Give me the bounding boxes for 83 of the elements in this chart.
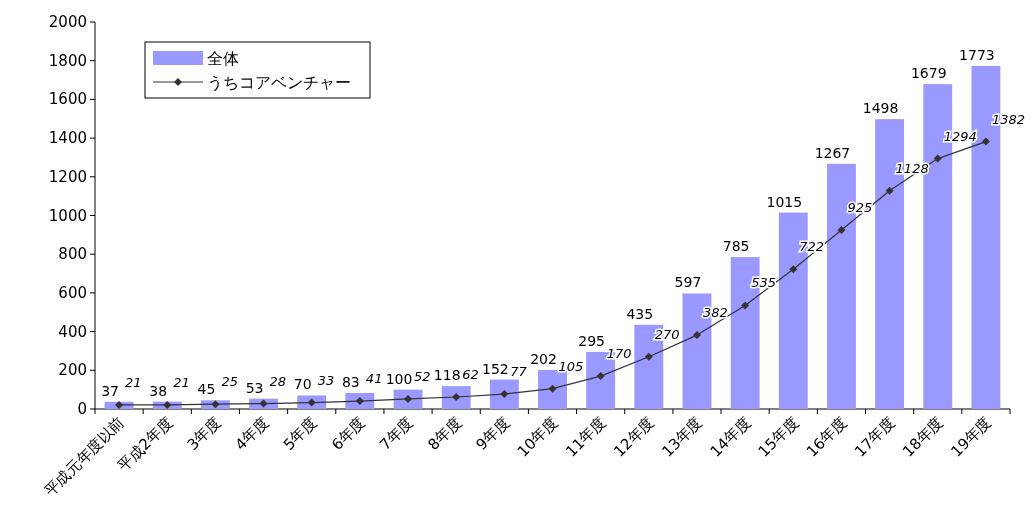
data-label: 25 bbox=[221, 374, 238, 390]
x-tick-label: 10年度 bbox=[513, 413, 562, 461]
legend-label: 全体 bbox=[207, 49, 239, 68]
x-tick-label: 17年度 bbox=[850, 413, 899, 461]
data-label: 83 bbox=[341, 373, 360, 390]
data-label: 100 bbox=[385, 370, 413, 387]
data-label: 535 bbox=[751, 275, 776, 291]
x-tick-label: 6年度 bbox=[328, 413, 369, 454]
data-label: 1267 bbox=[814, 144, 851, 161]
point bbox=[837, 226, 846, 235]
data-label: 785 bbox=[722, 238, 750, 255]
y-tick-label: 1800 bbox=[48, 51, 87, 70]
x-tick-label: 5年度 bbox=[279, 413, 321, 454]
data-label: 270 bbox=[654, 326, 680, 342]
data-label: 62 bbox=[462, 367, 479, 382]
bar bbox=[441, 386, 471, 409]
data-label: 53 bbox=[245, 379, 264, 396]
data-label: 1679 bbox=[910, 65, 947, 82]
point bbox=[981, 137, 990, 146]
point bbox=[789, 265, 798, 274]
y-tick-label: 1600 bbox=[48, 90, 87, 109]
point bbox=[933, 154, 942, 163]
x-tick-label: 9年度 bbox=[472, 413, 514, 454]
legend-label: うちコアベンチャー bbox=[207, 73, 351, 92]
data-label: 28 bbox=[269, 373, 287, 389]
y-tick-label: 0 bbox=[77, 400, 87, 418]
data-label: 597 bbox=[674, 274, 702, 291]
data-label: 925 bbox=[847, 200, 873, 216]
data-label: 1015 bbox=[766, 193, 803, 210]
y-tick-label: 2000 bbox=[48, 13, 87, 31]
y-tick-label: 1000 bbox=[48, 206, 87, 225]
data-label: 45 bbox=[197, 381, 216, 398]
data-label: 170 bbox=[606, 346, 632, 362]
y-tick-label: 600 bbox=[58, 283, 87, 302]
data-label: 52 bbox=[414, 368, 431, 384]
x-tick-label: 15年度 bbox=[754, 413, 803, 461]
data-label: 41 bbox=[365, 371, 383, 387]
point bbox=[644, 352, 653, 361]
data-label: 1382 bbox=[991, 111, 1026, 127]
bar bbox=[489, 379, 519, 409]
x-tick-label: 11年度 bbox=[562, 413, 610, 461]
point bbox=[211, 400, 220, 409]
data-label: 382 bbox=[702, 305, 728, 321]
x-tick-label: 3年度 bbox=[183, 413, 225, 454]
y-tick-label: 1400 bbox=[48, 129, 87, 148]
x-tick-label: 12年度 bbox=[610, 413, 658, 461]
data-label: 77 bbox=[510, 364, 528, 380]
data-label: 38 bbox=[149, 382, 168, 399]
data-label: 70 bbox=[293, 376, 312, 393]
data-label: 33 bbox=[317, 372, 335, 388]
data-label: 21 bbox=[125, 374, 142, 390]
y-tick-label: 200 bbox=[58, 361, 87, 380]
point bbox=[692, 331, 701, 340]
x-tick-label: 8年度 bbox=[424, 413, 466, 454]
x-tick-label: 4年度 bbox=[231, 413, 273, 454]
x-tick-label: 16年度 bbox=[802, 413, 851, 461]
data-label: 152 bbox=[481, 360, 509, 377]
data-label: 1498 bbox=[862, 100, 899, 117]
data-label: 1294 bbox=[943, 128, 977, 144]
data-label: 435 bbox=[626, 305, 654, 322]
point bbox=[885, 186, 894, 195]
point bbox=[163, 400, 172, 409]
data-label: 105 bbox=[558, 358, 584, 374]
data-label: 1773 bbox=[959, 46, 995, 63]
point bbox=[115, 400, 124, 409]
point bbox=[741, 301, 750, 310]
bar bbox=[393, 389, 423, 409]
data-label: 118 bbox=[433, 367, 461, 384]
y-tick-label: 1200 bbox=[48, 167, 87, 186]
y-tick-label: 400 bbox=[58, 322, 87, 341]
x-tick-label: 13年度 bbox=[658, 413, 706, 461]
x-tick-label: 19年度 bbox=[947, 413, 995, 461]
x-tick-label: 18年度 bbox=[899, 413, 947, 461]
point bbox=[596, 372, 605, 381]
point bbox=[548, 384, 557, 393]
x-tick-label: 7年度 bbox=[376, 413, 417, 454]
data-label: 295 bbox=[578, 332, 606, 349]
bar bbox=[538, 369, 567, 409]
data-label: 37 bbox=[101, 382, 119, 399]
x-tick-label: 14年度 bbox=[706, 413, 754, 461]
data-label: 202 bbox=[530, 350, 557, 367]
data-label: 21 bbox=[173, 374, 190, 390]
y-tick-label: 800 bbox=[58, 245, 87, 264]
